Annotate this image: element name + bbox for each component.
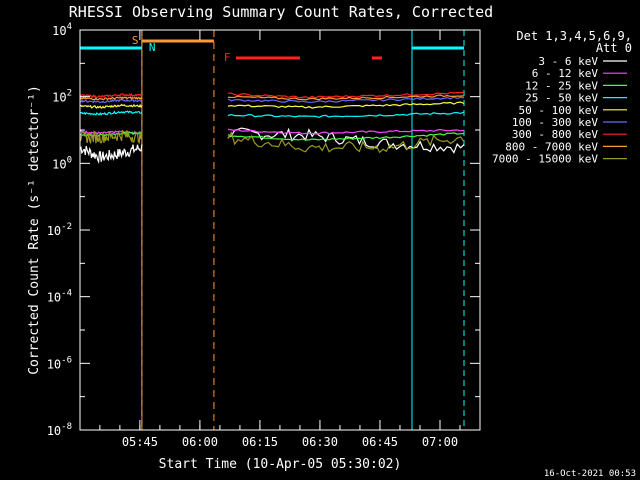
series-line-b [227,94,465,101]
series-line-b [227,91,465,99]
y-axis-label: Corrected Count Rate (s⁻¹ detector⁻¹) [27,85,42,375]
x-axis-label: Start Time (10-Apr-05 05:30:02) [159,457,402,472]
series-line-b [227,127,465,154]
series-line-b [227,111,465,119]
series-line-a [79,103,143,109]
y-tick-label: 102 [52,89,72,105]
y-tick-label: 100 [52,155,72,171]
y-tick-label: 10-8 [47,422,72,438]
flare-flag-label: F [224,51,231,64]
series-line-b [227,132,465,141]
legend-entry-label: 50 - 100 keV [519,104,599,117]
legend-entry-label: 800 - 7000 keV [505,140,598,153]
x-tick-label: 07:00 [422,435,458,449]
timestamp: 16-Oct-2021 00:53 [544,469,636,479]
legend-entry-label: 6 - 12 keV [532,67,599,80]
legend-entry-label: 100 - 300 keV [512,116,598,129]
detector-label-line2: Att 0 [596,41,632,55]
y-axis: 10-8 10-6 10-4 10-2 100 102 104 [47,22,480,438]
series-line-a [79,129,143,145]
series-line-b [227,128,465,135]
series-line-b [227,131,465,154]
x-axis: 05:45 06:00 06:15 06:30 06:45 07:00 [99,30,481,449]
legend-entry-label: 3 - 6 keV [538,55,598,68]
series-line-b [227,96,465,103]
x-tick-label: 06:30 [302,435,338,449]
y-tick-label: 10-2 [47,222,72,238]
y-tick-label: 104 [52,22,72,38]
x-tick-label: 06:15 [242,435,278,449]
legend-entry-label: 7000 - 15000 keV [492,153,598,166]
legend-entry-label: 12 - 25 keV [525,79,598,92]
series-line-a [79,96,143,101]
series-line-a [79,92,143,99]
legend-entry-label: 300 - 800 keV [512,128,598,141]
saa-flag-label: S [132,34,139,47]
y-tick-label: 10-6 [47,355,72,371]
x-tick-label: 06:45 [362,435,398,449]
y-tick-label: 10-4 [47,289,72,305]
legend-entry-label: 25 - 50 keV [525,92,598,105]
night-flag-label: N [149,41,156,54]
series-line-a [79,144,143,164]
plot-frame [79,29,481,431]
plot-area: SN F [79,30,465,430]
x-tick-label: 05:45 [122,435,158,449]
chart-title: RHESSI Observing Summary Count Rates, Co… [69,3,493,21]
x-tick-label: 06:00 [182,435,218,449]
detector-label-line1: Det 1,3,4,5,6,9, [516,29,632,43]
series-line-a [79,98,143,104]
series-line-a [79,110,143,116]
series-line-b [227,101,465,109]
